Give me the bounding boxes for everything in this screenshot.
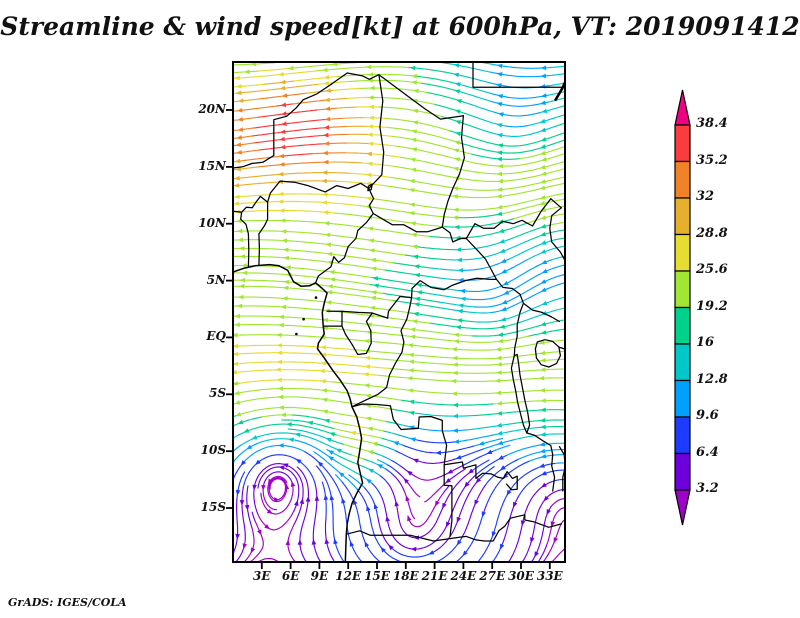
colorbar-segment bbox=[674, 160, 691, 199]
colorbar-level-9.6: 9.6 bbox=[696, 408, 719, 423]
flow-arrowheads bbox=[233, 62, 558, 558]
map-frame bbox=[232, 61, 566, 563]
colorbar-level-32: 32 bbox=[696, 189, 715, 204]
lon-tick-label-33E: 33E bbox=[536, 569, 563, 583]
colorbar-level-3.2: 3.2 bbox=[696, 481, 719, 496]
colorbar-level-19.2: 19.2 bbox=[696, 298, 728, 314]
colorbar-segment bbox=[674, 452, 691, 491]
lon-tick-label-15E: 15E bbox=[364, 569, 390, 583]
colorbar bbox=[674, 89, 691, 526]
colorbar-segment bbox=[674, 416, 691, 455]
lat-tick-label-5S: 5S bbox=[208, 386, 226, 401]
lon-tick-label-12E: 12E bbox=[335, 569, 362, 583]
country-borders bbox=[233, 62, 565, 562]
streamlines bbox=[233, 62, 565, 562]
attribution-text: GrADS: IGES/COLA bbox=[8, 596, 127, 609]
colorbar-segment bbox=[674, 197, 691, 236]
plot-title: Streamline & wind speed[kt] at 600hPa, V… bbox=[0, 12, 800, 41]
colorbar-level-12.8: 12.8 bbox=[696, 371, 728, 387]
lon-tick-label-21E: 21E bbox=[421, 569, 448, 583]
axis-ticks bbox=[226, 109, 551, 569]
lon-tick-label-30E: 30E bbox=[508, 569, 534, 583]
colorbar-level-6.4: 6.4 bbox=[696, 444, 719, 460]
colorbar-level-16: 16 bbox=[696, 335, 715, 350]
colorbar-segment bbox=[674, 306, 691, 345]
lat-tick-label-20N: 20N bbox=[198, 102, 226, 116]
lon-tick-label-18E: 18E bbox=[392, 569, 419, 583]
streamline-map bbox=[226, 61, 566, 569]
lon-tick-label-9E: 9E bbox=[310, 569, 329, 583]
lon-tick-label-24E: 24E bbox=[450, 569, 477, 583]
colorbar-level-28.8: 28.8 bbox=[696, 225, 728, 241]
lat-tick-label-10S: 10S bbox=[200, 443, 226, 458]
lat-tick-label-5N: 5N bbox=[206, 272, 226, 287]
colorbar-bottom-arrow bbox=[674, 489, 691, 526]
colorbar-segment bbox=[674, 124, 691, 163]
lon-tick-label-3E: 3E bbox=[253, 569, 271, 583]
lat-tick-label-10N: 10N bbox=[198, 215, 226, 230]
colorbar-level-25.6: 25.6 bbox=[696, 262, 728, 277]
lon-tick-label-27E: 27E bbox=[479, 569, 506, 583]
colorbar-level-35.2: 35.2 bbox=[696, 152, 728, 168]
colorbar-top-arrow bbox=[674, 89, 691, 126]
colorbar-segment bbox=[674, 233, 691, 272]
lat-tick-label-15N: 15N bbox=[198, 158, 226, 173]
colorbar-level-38.4: 38.4 bbox=[696, 116, 728, 131]
lat-tick-label-EQ: EQ bbox=[206, 329, 226, 344]
colorbar-segment bbox=[674, 343, 691, 382]
lon-tick-label-6E: 6E bbox=[281, 569, 300, 583]
colorbar-segment bbox=[674, 379, 691, 418]
colorbar-segment bbox=[674, 270, 691, 309]
lat-tick-label-15S: 15S bbox=[200, 500, 226, 515]
